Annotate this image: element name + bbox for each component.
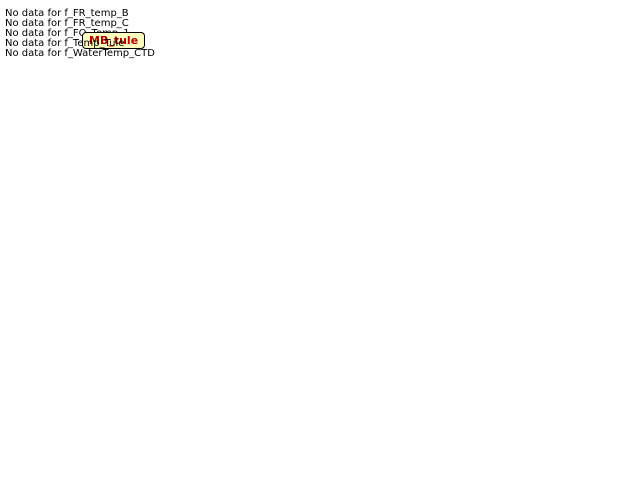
legend-label: WaterT	[310, 457, 347, 468]
series-line-condtemp	[86, 65, 560, 353]
x-tick-label: Jul 15	[287, 410, 316, 421]
x-tick-label: Jul 19	[398, 410, 427, 421]
legend-label: CondTemp	[386, 457, 438, 468]
chart-title: Water Temperatures	[253, 4, 385, 19]
grid-band	[80, 346, 580, 400]
no-data-message: No data for f_FR_temp_B	[5, 8, 129, 19]
no-data-message: No data for f_WaterTemp_CTD	[5, 48, 155, 59]
y-tick-label: 22	[57, 288, 70, 299]
grid-band	[80, 292, 580, 347]
x-tick-label: Jul 23	[509, 410, 538, 421]
grid-band	[80, 130, 580, 185]
no-data-message: No data for f_FR_temp_C	[5, 18, 129, 29]
grid-band	[80, 238, 580, 293]
no-data-message: No data for f_Temp_Tule	[5, 38, 125, 49]
y-tick-label: 30	[57, 73, 70, 84]
grid-band	[80, 76, 580, 131]
series-line-watert	[86, 232, 560, 358]
series-line-fr-temp-a	[86, 97, 560, 224]
no-data-message: No data for f_FO_Temp_1	[5, 28, 130, 39]
y-axis: 18 20 22 24 26 28 30	[57, 73, 80, 407]
x-axis: Jul 7 Jul 11 Jul 15 Jul 19 Jul 23	[68, 400, 538, 421]
x-tick-label: Jul 11	[176, 410, 205, 421]
plot-area-frame	[79, 22, 581, 401]
series-layer	[86, 65, 560, 358]
y-axis-label: Temperature (C)	[9, 184, 20, 266]
grid-band	[80, 184, 580, 239]
y-tick-label: 18	[57, 396, 70, 407]
site-tag[interactable]: MB_tule	[82, 32, 146, 49]
grid-band	[80, 23, 580, 77]
legend: FR_temp_A WaterT CondTemp	[197, 457, 438, 468]
legend-label: FR_temp_A	[217, 457, 273, 468]
y-tick-label: 24	[57, 234, 70, 245]
y-tick-label: 26	[57, 181, 70, 192]
x-tick-label: Jul 7	[68, 410, 91, 421]
y-tick-label: 28	[57, 127, 70, 138]
grid-bands	[80, 23, 580, 400]
y-tick-label: 20	[57, 342, 70, 353]
x-axis-label: Time	[553, 425, 578, 436]
